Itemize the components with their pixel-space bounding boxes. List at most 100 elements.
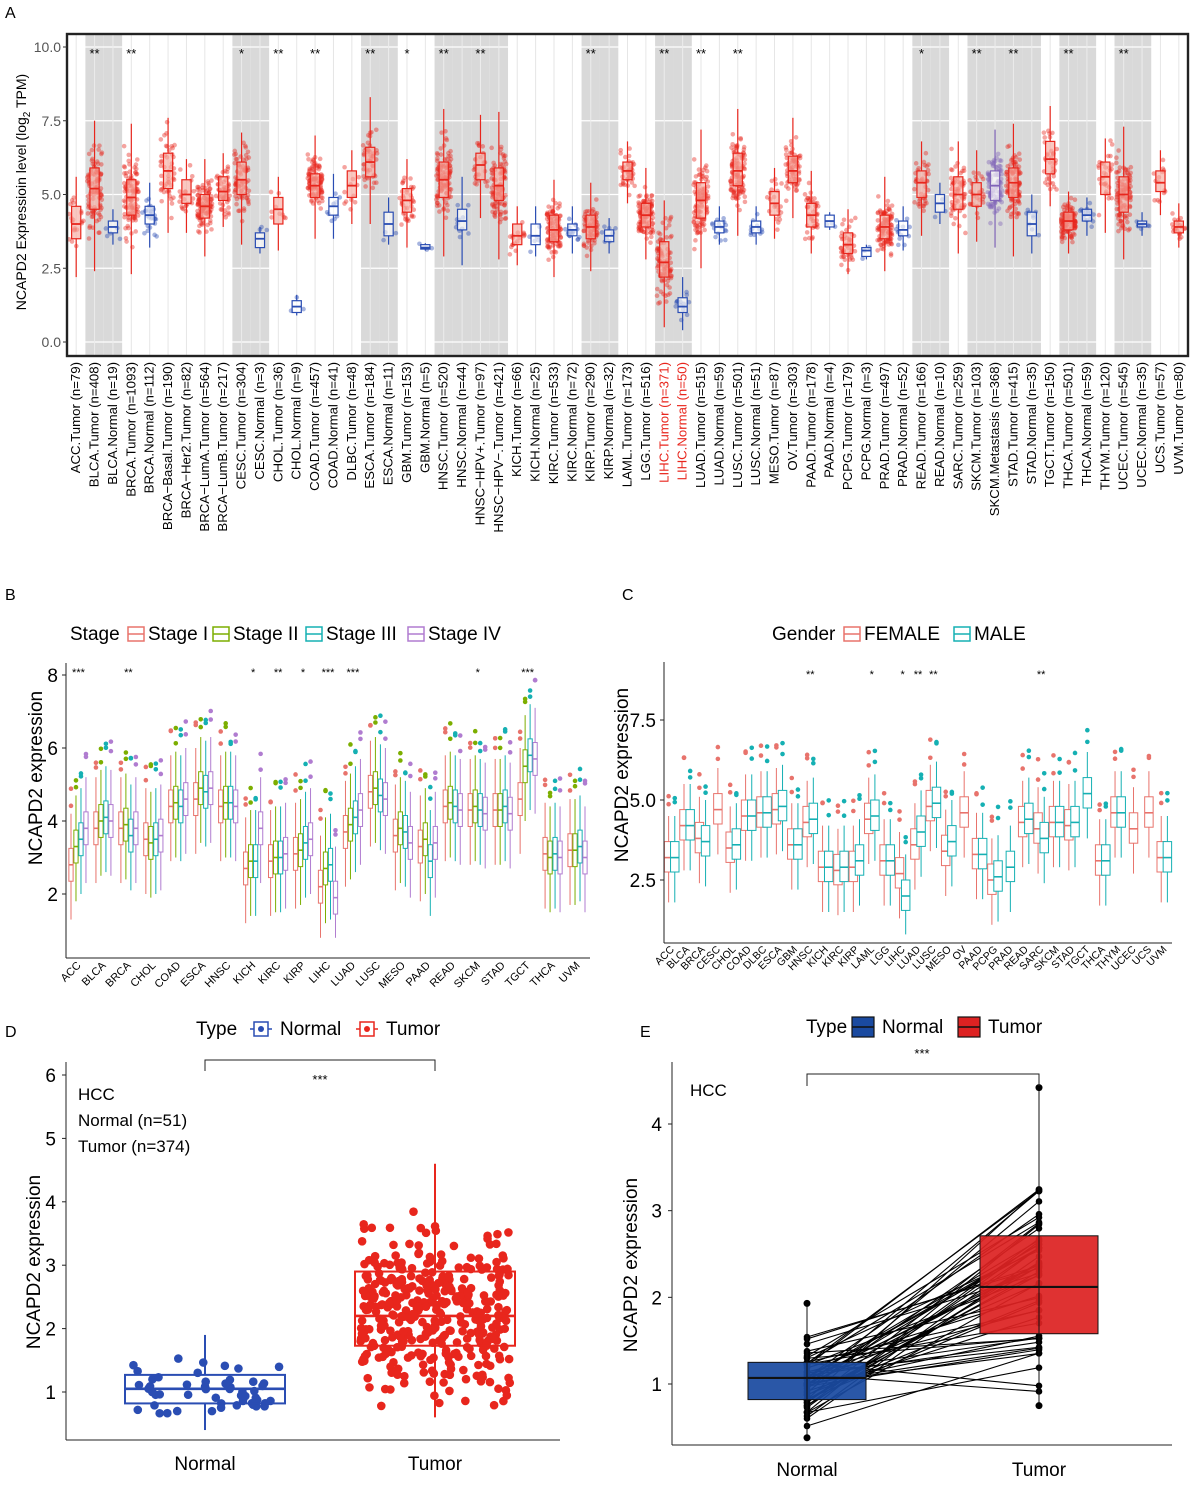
panel-a-point <box>122 211 127 217</box>
panel-a-point <box>269 215 274 220</box>
panel-a-significance-51: ** <box>1008 46 1018 61</box>
panel-a-point <box>320 195 325 201</box>
panel-a-point <box>122 171 127 176</box>
panel-c-outlier <box>1118 748 1124 753</box>
panel-b-outlier <box>373 715 378 720</box>
panel-b-outlier <box>78 771 84 776</box>
panel-a-point <box>491 204 497 210</box>
panel-c-outlier <box>715 744 721 750</box>
panel-a-y-tick-label: 10.0 <box>34 39 61 55</box>
panel-a-point <box>638 227 644 232</box>
panel-d-point-tumor <box>474 1254 484 1263</box>
panel-a-point <box>222 208 228 213</box>
panel-d-point-tumor <box>439 1378 448 1387</box>
panel-a-point <box>361 166 367 172</box>
panel-a-point <box>897 236 902 241</box>
panel-a-point <box>232 148 238 154</box>
panel-a-point <box>888 251 894 256</box>
panel-a-point <box>195 212 200 217</box>
panel-d-legend-label-1: Tumor <box>386 1019 441 1040</box>
panel-a-point <box>171 195 176 200</box>
panel-a-point <box>584 245 590 250</box>
panel-b-outlier <box>572 783 578 789</box>
panel-b-outlier <box>442 726 448 731</box>
panel-a-point <box>650 221 655 227</box>
panel-d-point-tumor <box>378 1321 388 1330</box>
panel-a-point <box>243 143 248 149</box>
panel-b-legend-label-3: Stage IV <box>428 624 501 645</box>
panel-a-point <box>169 197 174 202</box>
panel-d-point-tumor <box>389 1240 398 1250</box>
panel-a-point <box>315 165 320 170</box>
panel-a-point <box>301 306 306 312</box>
panel-a-point <box>620 180 626 186</box>
panel-a-point <box>618 182 624 188</box>
panel-a-point <box>310 201 316 206</box>
panel-a-point <box>243 152 249 158</box>
panel-a-point <box>547 244 553 250</box>
panel-a-significance-54: ** <box>1063 46 1073 61</box>
panel-d-point-tumor <box>363 1275 373 1284</box>
panel-a-point <box>305 175 311 181</box>
panel-a-point <box>489 190 494 195</box>
panel-a-point <box>163 143 169 149</box>
panel-a-x-tick-label-13: COAD.Tumor (n=457) <box>307 362 322 491</box>
panel-a-point <box>329 218 335 224</box>
panel-b-outlier <box>303 778 308 783</box>
panel-a-x-tick-label-40: PAAD.Tumor (n=178) <box>803 362 818 488</box>
panel-a-point <box>343 199 349 204</box>
panel-a-point <box>445 202 450 208</box>
panel-a-point <box>545 240 550 246</box>
panel-b-outlier <box>293 788 298 793</box>
panel-c-outlier <box>943 789 949 795</box>
panel-a-point <box>443 136 449 141</box>
panel-a-point <box>586 240 591 245</box>
panel-b-outlier <box>408 761 413 767</box>
panel-a-point <box>466 231 471 236</box>
panel-d-point-tumor <box>421 1302 431 1311</box>
panel-a-point <box>319 176 325 182</box>
panel-a-point <box>545 210 550 216</box>
panel-a-point <box>438 146 444 151</box>
panel-a-point <box>319 174 324 179</box>
panel-a-point <box>998 221 1003 227</box>
panel-d-point-tumor <box>425 1377 435 1386</box>
panel-a-point <box>89 211 94 216</box>
panel-a-point <box>558 234 564 240</box>
panel-b-outlier <box>278 785 283 790</box>
panel-b-x-tick-label-COAD: COAD <box>152 960 183 991</box>
panel-a-point <box>125 223 131 229</box>
panel-b-outlier <box>542 782 548 788</box>
panel-c-outlier <box>826 812 832 818</box>
panel-a-point <box>132 215 137 221</box>
panel-a-point <box>283 215 288 221</box>
panel-a-point <box>444 137 450 143</box>
panel-c-outlier <box>672 799 678 805</box>
panel-a-point <box>179 205 185 211</box>
panel-a-point <box>208 218 213 223</box>
panel-b-outlier <box>108 748 114 754</box>
panel-a: NCAPD2 Expressioin level (log2 TPM) ACC.… <box>13 32 1190 533</box>
panel-d-point-tumor <box>422 1281 432 1291</box>
panel-a-point <box>641 198 646 204</box>
panel-a-point <box>802 236 808 242</box>
panel-b-outlier <box>457 733 463 738</box>
panel-a-point <box>546 245 552 251</box>
panel-b-outlier <box>298 785 303 791</box>
panel-b-x-tick-label-SKCM: SKCM <box>452 960 483 991</box>
panel-b-outlier <box>343 771 348 776</box>
panel-a-point <box>356 174 362 180</box>
panel-c-significance-LIHC: * <box>900 669 905 681</box>
panel-a-point <box>164 144 170 149</box>
panel-a-point <box>189 173 195 179</box>
panel-a-point <box>457 234 463 240</box>
panel-c-outlier <box>943 794 949 799</box>
panel-d-point-tumor <box>499 1396 508 1406</box>
panel-a-significance-46: * <box>919 46 924 61</box>
panel-a-point <box>134 172 139 177</box>
panel-a-point <box>806 180 812 186</box>
panel-d-point-tumor <box>357 1316 367 1325</box>
panel-a-significance-11: ** <box>273 46 283 61</box>
panel-a-x-tick-label-15: DLBC.Tumor (n=48) <box>344 362 359 481</box>
